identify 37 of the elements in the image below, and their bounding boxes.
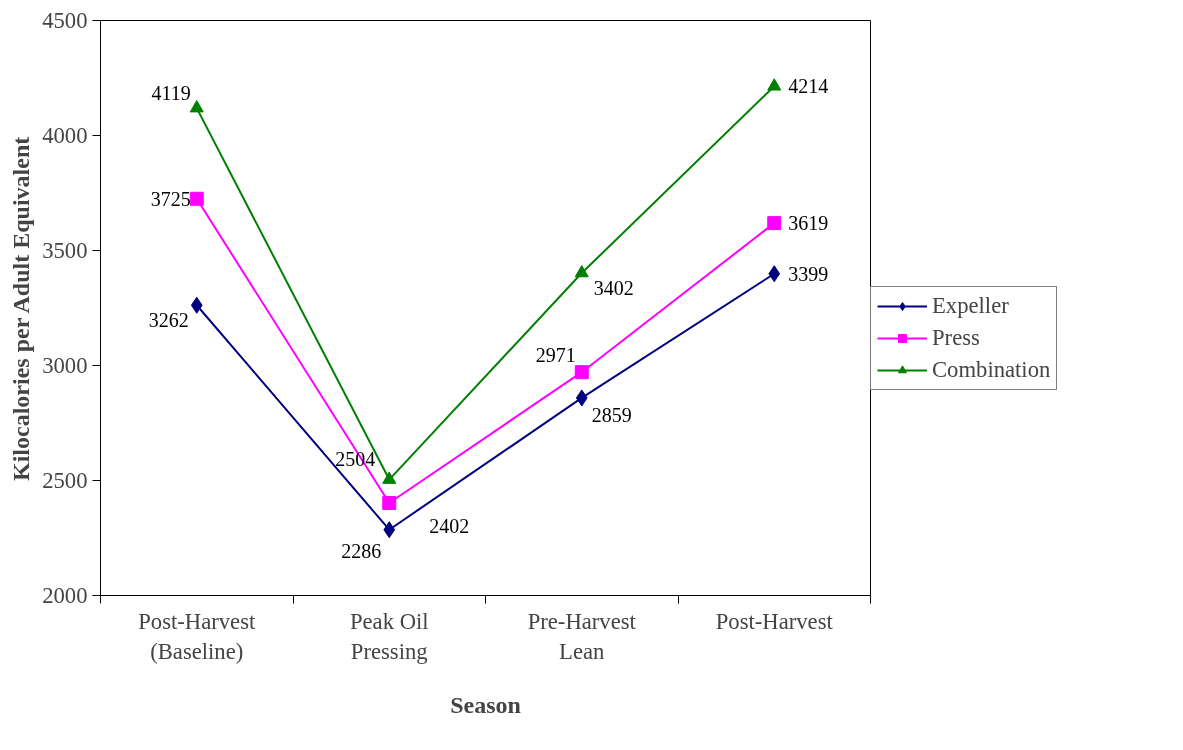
y-tick-label: 3500 bbox=[42, 238, 88, 263]
y-tick-label: 4500 bbox=[42, 8, 88, 33]
data-label: 2286 bbox=[341, 539, 382, 562]
x-tick-label: Post-Harvest bbox=[715, 608, 834, 634]
point bbox=[768, 265, 781, 283]
data-label: 2971 bbox=[535, 344, 576, 367]
point bbox=[767, 216, 782, 231]
data-label: 2859 bbox=[591, 403, 632, 426]
x-tick-label: Peak Oil Pressing bbox=[349, 608, 429, 664]
x-tick-label: Post-Harvest (Baseline) bbox=[138, 608, 256, 664]
point bbox=[190, 296, 203, 314]
point bbox=[189, 100, 204, 113]
point bbox=[382, 496, 397, 511]
legend-label: Expeller bbox=[932, 293, 1009, 319]
legend-label: Press bbox=[932, 325, 980, 351]
y-axis-title: Kilocalories per Adult Equivalent bbox=[8, 136, 35, 481]
y-tick-label: 2500 bbox=[42, 468, 88, 493]
point bbox=[575, 389, 588, 407]
point bbox=[767, 78, 782, 91]
data-label: 4214 bbox=[788, 75, 829, 98]
point bbox=[189, 191, 204, 206]
data-label: 3619 bbox=[788, 212, 829, 235]
y-tick-label: 2000 bbox=[42, 583, 88, 608]
data-label: 3399 bbox=[788, 262, 829, 285]
point bbox=[574, 265, 589, 278]
y-tick-label: 4000 bbox=[42, 123, 88, 148]
data-label: 2402 bbox=[429, 515, 470, 538]
data-label: 3262 bbox=[148, 309, 189, 332]
point bbox=[383, 521, 396, 539]
data-label: 3725 bbox=[150, 187, 191, 210]
x-tick-label: Pre-Harvest Lean bbox=[527, 608, 637, 664]
legend-label: Combination bbox=[932, 357, 1051, 383]
data-label: 3402 bbox=[593, 277, 634, 300]
point bbox=[574, 365, 589, 380]
data-label: 4119 bbox=[151, 82, 191, 105]
y-tick-label: 3000 bbox=[42, 353, 88, 378]
x-axis-title: Season bbox=[450, 691, 521, 718]
